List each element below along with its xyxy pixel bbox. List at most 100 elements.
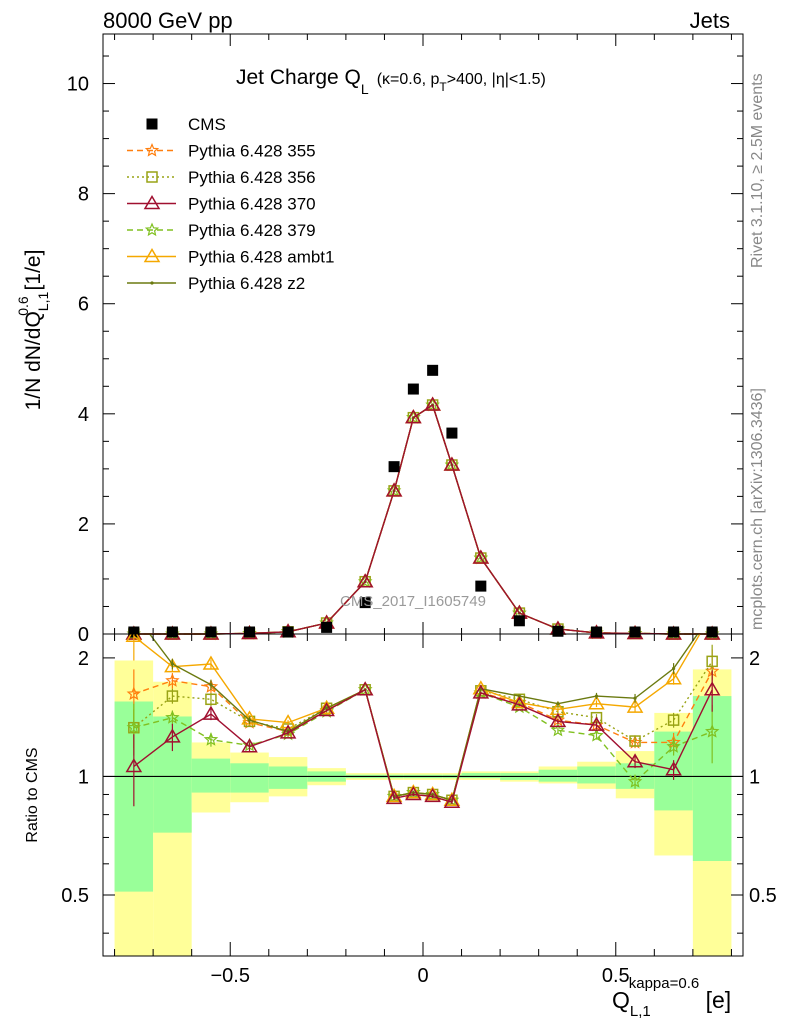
- ratio-point-p379: [550, 722, 566, 737]
- plot-title-details-rest: >400, |η|<1.5): [447, 71, 546, 88]
- y-axis-label: 1/N dN/dQL,10.6 [1/e]: [15, 250, 51, 411]
- x-tick-label: −0.5: [210, 965, 249, 987]
- point-p370: [443, 456, 461, 471]
- y-axis-label-main: 1/N dN/dQ: [22, 311, 45, 410]
- uncertainty-band-inner: [461, 773, 501, 779]
- ratio-point-p356: [667, 714, 680, 726]
- ratio-point-z2: [711, 611, 714, 614]
- data-point-CMS: [629, 626, 641, 638]
- ratio-line-z2: [148, 634, 699, 802]
- data-point-CMS: [388, 461, 400, 473]
- data-point-CMS: [282, 626, 294, 638]
- main-plot: 0 2 4 6 8 10: [67, 34, 743, 646]
- ratio-plot: 0.5 0.5 1 1 2 2 −0.5 0 0.5: [61, 611, 777, 987]
- legend-label-CMS: CMS: [188, 115, 226, 134]
- ratio-point-p379: [627, 774, 643, 788]
- ratio-y-tick-label-left: 2: [78, 648, 89, 670]
- x-tick-label: 0.5: [602, 965, 630, 987]
- data-point-CMS: [706, 626, 718, 638]
- data-point-CMS: [205, 626, 217, 638]
- x-axis-label-sub: L,1: [630, 1003, 651, 1020]
- main-y-tick-label: 4: [78, 404, 89, 426]
- ratio-y-tick-label-right: 1: [749, 766, 760, 788]
- main-y-tick-label: 6: [78, 294, 89, 316]
- plot-title: Jet Charge QL (κ=0.6, pT>400, |η|<1.5): [236, 66, 546, 97]
- plot-title-details-sub: T: [439, 80, 447, 94]
- data-point-CMS: [513, 615, 525, 627]
- x-axis-label-main: Q: [612, 987, 630, 1013]
- ratio-point-p370: [385, 789, 403, 805]
- ratio-content: [103, 611, 743, 956]
- ratio-point-p370: [405, 785, 422, 801]
- y-axis-label-sub: L,1: [35, 292, 51, 312]
- data-point-CMS: [668, 626, 680, 638]
- legend-label-p355: Pythia 6.428 355: [188, 142, 316, 161]
- ratio-point-ambt1: [279, 714, 297, 729]
- legend-label-p379: Pythia 6.428 379: [188, 221, 316, 240]
- uncertainty-band-inner: [268, 766, 308, 789]
- ratio-point-ambt1: [241, 710, 258, 725]
- ratio-point-p370: [356, 681, 374, 696]
- point-p370: [385, 482, 403, 497]
- legend: CMS Pythia 6.428 355 Pythia 6.428 356 Pythi…: [127, 115, 334, 293]
- ratio-line-p370: [133, 688, 713, 804]
- uncertainty-band-inner: [577, 766, 616, 784]
- legend-marker-p356: [146, 171, 158, 183]
- ratio-point-z2: [170, 662, 174, 666]
- uncertainty-band-inner: [191, 758, 231, 793]
- point-p379: [425, 397, 440, 412]
- ratio-point-ambt1: [125, 634, 143, 642]
- data-point-CMS: [590, 626, 602, 638]
- ratio-point-z2: [325, 706, 329, 710]
- uncertainty-band-inner: [230, 763, 269, 793]
- ratio-y-axis-label: Ratio to CMS: [24, 747, 41, 842]
- point-p379: [444, 457, 460, 472]
- ratio-point-ambt1: [511, 694, 528, 709]
- legend-marker-p379: [144, 222, 160, 237]
- ratio-point-p379: [165, 710, 180, 724]
- ratio-point-p355: [126, 686, 141, 701]
- point-p370: [356, 573, 374, 588]
- ratio-point-p370: [202, 705, 220, 720]
- ratio-point-p356: [629, 735, 641, 747]
- ratio-point-ambt1: [202, 655, 220, 670]
- point-p379: [386, 483, 402, 497]
- ratio-point-p379: [666, 739, 681, 753]
- ratio-point-p370: [318, 702, 335, 717]
- x-tick-label: 0: [417, 965, 428, 987]
- legend-label-p370: Pythia 6.428 370: [188, 195, 316, 214]
- point-p379: [358, 574, 373, 588]
- legend-marker-p355: [144, 142, 160, 157]
- main-y-tick-label: 8: [78, 184, 89, 206]
- ratio-point-z2: [556, 702, 560, 706]
- ratio-point-z2: [517, 694, 521, 698]
- y-axis-label-unit: [1/e]: [22, 250, 45, 297]
- data-point-CMS: [321, 621, 333, 633]
- data-point-CMS: [446, 427, 458, 439]
- legend-marker-CMS: [146, 118, 158, 130]
- ratio-point-z2: [594, 694, 599, 698]
- main-y-tick-label: 10: [67, 74, 89, 96]
- ratio-y-tick-label-left: 0.5: [61, 885, 89, 907]
- ratio-point-ambt1: [405, 784, 422, 799]
- ratio-point-z2: [672, 666, 676, 671]
- point-p370: [424, 396, 441, 411]
- point-p370: [405, 409, 422, 424]
- data-point-CMS: [359, 597, 371, 609]
- ratio-point-p370: [279, 724, 297, 739]
- ratio-point-p379: [705, 724, 720, 738]
- plot-title-main: Jet Charge Q: [236, 66, 361, 89]
- header-jets-label: Jets: [690, 8, 730, 33]
- ratio-point-ambt1: [626, 698, 644, 713]
- ratio-y-tick-label-right: 0.5: [749, 885, 777, 907]
- main-y-tick-label: 0: [78, 624, 89, 646]
- data-point-CMS: [552, 625, 564, 637]
- ratio-point-p379: [589, 728, 604, 742]
- ratio-point-p370: [588, 716, 605, 731]
- ratio-point-p379: [126, 720, 141, 734]
- plot-title-sub: L: [361, 81, 369, 97]
- uncertainty-band-inner: [538, 769, 578, 782]
- ratio-point-p370: [626, 753, 644, 768]
- header-energy-label: 8000 GeV pp: [103, 8, 233, 33]
- ratio-y-tick-label-left: 1: [78, 766, 89, 788]
